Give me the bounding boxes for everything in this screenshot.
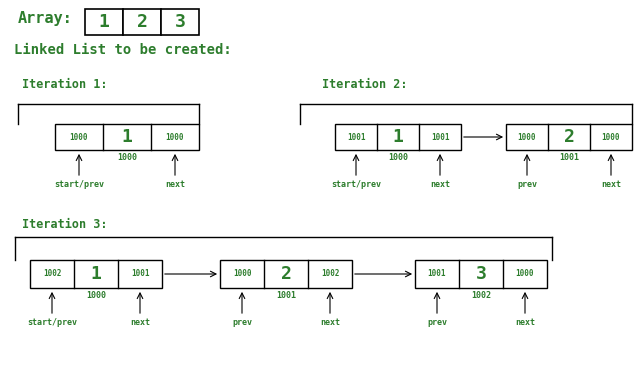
Text: 1: 1 [91,265,101,283]
Text: start/prev: start/prev [54,180,104,189]
Text: 1001: 1001 [346,132,365,142]
Text: Iteration 3:: Iteration 3: [22,218,107,230]
Text: 1000: 1000 [233,270,251,278]
Text: 1: 1 [122,128,133,146]
Text: 2: 2 [281,265,292,283]
Text: 2: 2 [563,128,574,146]
Bar [220,260,352,288]
Text: next: next [320,318,340,327]
Text: Iteration 1:: Iteration 1: [22,78,107,91]
Text: 1000: 1000 [117,153,137,162]
Text: 1001: 1001 [276,291,296,300]
Bar [85,9,123,35]
Bar [161,9,199,35]
Text: start/prev: start/prev [331,180,381,189]
Bar [123,9,161,35]
Text: 1001: 1001 [131,270,149,278]
Bar [55,124,199,150]
Bar [415,260,547,288]
Text: 1000: 1000 [86,291,106,300]
Text: next: next [430,180,450,189]
Text: 1000: 1000 [516,270,534,278]
Text: 1000: 1000 [166,132,184,142]
Text: 3: 3 [175,13,186,31]
Text: 1001: 1001 [427,270,446,278]
Text: prev: prev [232,318,252,327]
Text: prev: prev [517,180,537,189]
Text: Iteration 2:: Iteration 2: [322,78,408,91]
Text: next: next [130,318,150,327]
Text: start/prev: start/prev [27,318,77,327]
Text: 1002: 1002 [43,270,61,278]
Bar [506,124,632,150]
Text: next: next [515,318,535,327]
Text: 1: 1 [98,13,110,31]
Text: 1000: 1000 [388,153,408,162]
Text: 2: 2 [137,13,147,31]
Text: 1000: 1000 [70,132,88,142]
Text: next: next [165,180,185,189]
Text: prev: prev [427,318,447,327]
Text: 1001: 1001 [431,132,449,142]
Text: 1002: 1002 [471,291,491,300]
Text: next: next [601,180,621,189]
Text: 1000: 1000 [518,132,537,142]
Text: 1000: 1000 [602,132,620,142]
Bar [30,260,162,288]
Bar [335,124,461,150]
Text: 3: 3 [475,265,486,283]
Text: Linked List to be created:: Linked List to be created: [14,43,232,57]
Text: 1: 1 [392,128,403,146]
Text: 1002: 1002 [321,270,339,278]
Text: 1001: 1001 [559,153,579,162]
Text: Array:: Array: [18,11,73,25]
